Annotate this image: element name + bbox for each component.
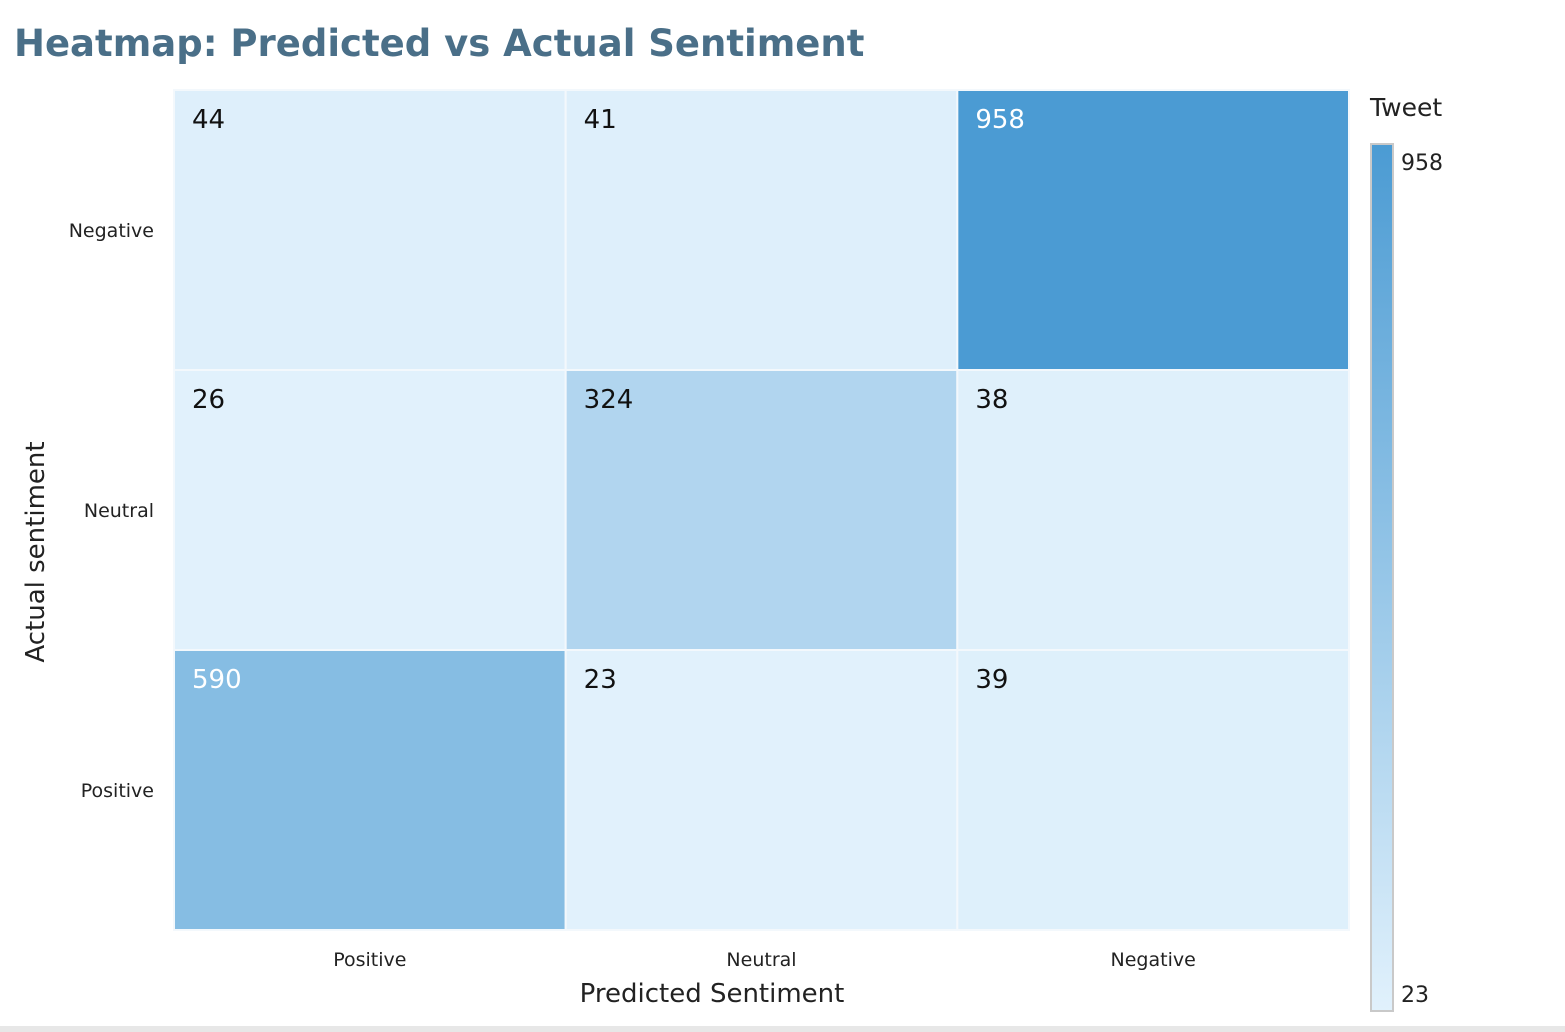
legend-max-label: 958 xyxy=(1401,151,1443,176)
cell-value-label: 590 xyxy=(192,665,242,695)
y-axis-ticks: Negative Neutral Positive xyxy=(69,220,154,802)
legend-color-bar xyxy=(1370,143,1394,1012)
heatmap-cell[interactable] xyxy=(173,369,567,651)
x-axis-title: Predicted Sentiment xyxy=(580,979,845,1009)
cell-value-label: 958 xyxy=(975,105,1025,135)
heatmap-cell[interactable] xyxy=(564,649,959,931)
x-tick-label: Neutral xyxy=(726,949,796,971)
cell-value-label: 44 xyxy=(192,105,225,135)
y-axis-title: Actual sentiment xyxy=(21,441,51,662)
heatmap-cell[interactable] xyxy=(956,89,1350,371)
x-tick-label: Negative xyxy=(1111,949,1196,971)
chart-title: Heatmap: Predicted vs Actual Sentiment xyxy=(14,22,865,65)
heatmap-cells xyxy=(173,89,1350,931)
bottom-divider xyxy=(0,1026,1565,1032)
y-tick-label: Negative xyxy=(69,220,154,242)
legend-min-label: 23 xyxy=(1401,983,1429,1008)
cell-value-label: 41 xyxy=(584,105,617,135)
cell-value-label: 39 xyxy=(975,665,1008,695)
cell-value-label: 26 xyxy=(192,385,225,415)
heatmap-cell[interactable] xyxy=(173,89,567,371)
heatmap-cell[interactable] xyxy=(564,89,959,371)
heatmap-cell[interactable] xyxy=(173,649,567,931)
y-tick-label: Positive xyxy=(81,780,154,802)
heatmap-cell[interactable] xyxy=(564,369,959,651)
color-legend: Tweet 958 23 xyxy=(1369,93,1443,1012)
heatmap-cell[interactable] xyxy=(956,649,1350,931)
cell-labels: 44 41 958 26 324 38 590 23 39 xyxy=(192,105,1025,695)
x-axis-ticks: Positive Neutral Negative xyxy=(333,949,1196,971)
cell-value-label: 38 xyxy=(975,385,1008,415)
legend-title: Tweet xyxy=(1369,93,1442,122)
cell-value-label: 324 xyxy=(584,385,634,415)
y-tick-label: Neutral xyxy=(84,500,154,522)
x-tick-label: Positive xyxy=(333,949,406,971)
cell-value-label: 23 xyxy=(584,665,617,695)
heatmap-cell[interactable] xyxy=(956,369,1350,651)
